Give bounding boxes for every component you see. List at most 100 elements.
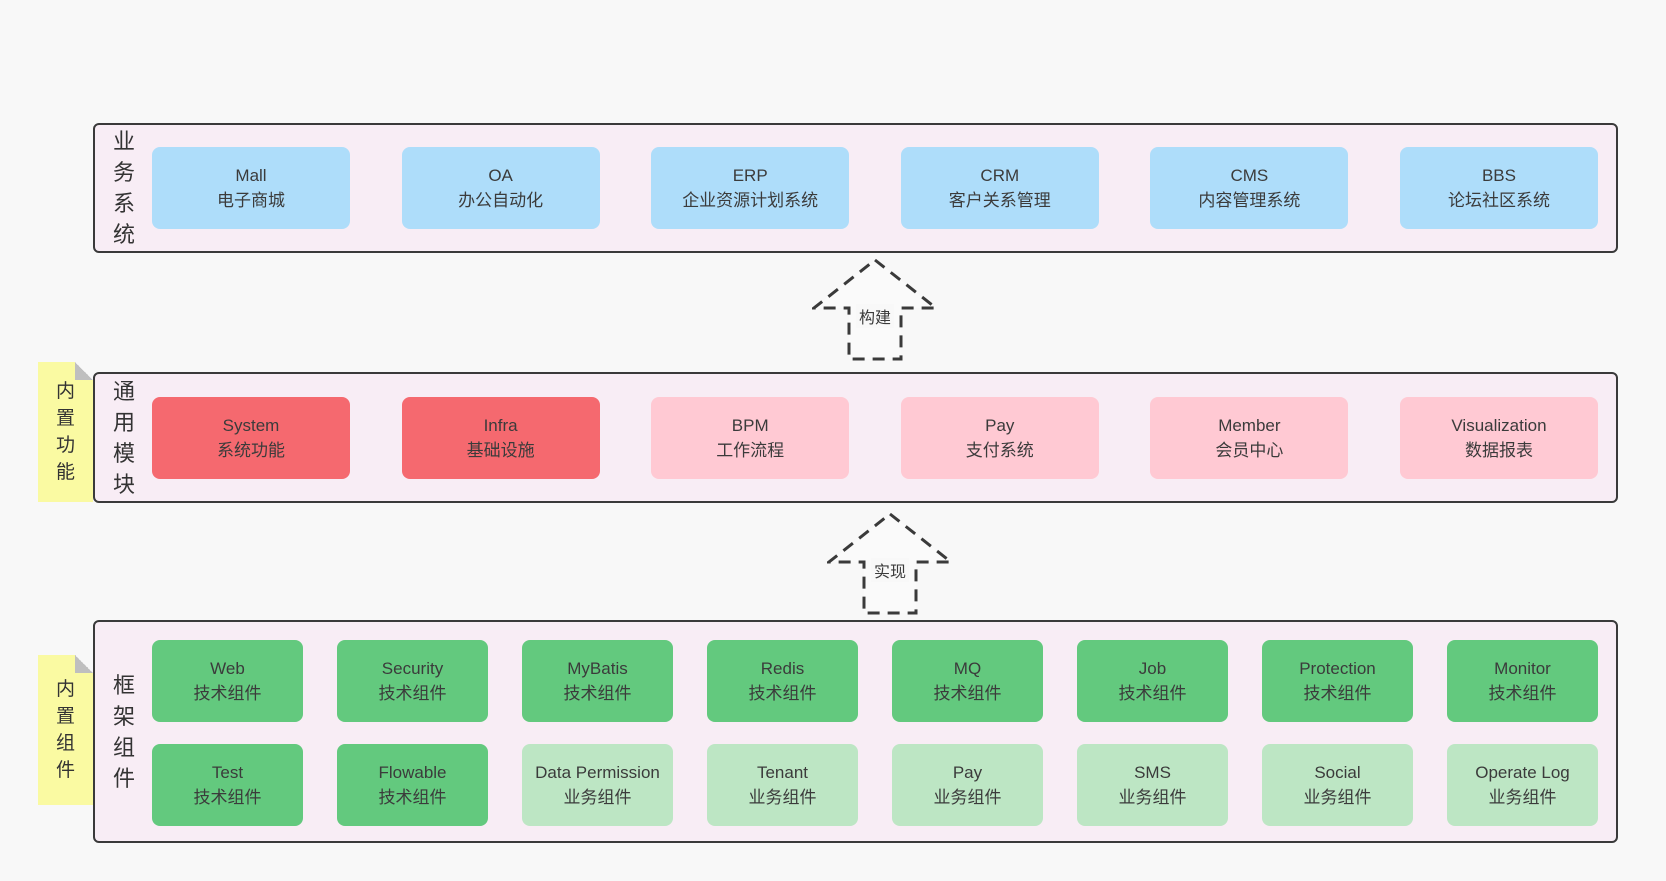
card-title: CRM	[980, 166, 1020, 185]
card-subtitle: 技术组件	[378, 684, 447, 703]
card-title: Test	[211, 763, 244, 782]
card-visualization: Visualization 数据报表	[1399, 396, 1598, 479]
card-title: Monitor	[1494, 659, 1551, 678]
card-title: Mall	[235, 166, 267, 185]
component-cards-grid: Web 技术组件 Security 技术组件 MyBatis 技术组件 Redi…	[152, 640, 1598, 826]
card-subtitle: 系统功能	[217, 440, 285, 460]
card-member: Member 会员中心	[1150, 396, 1349, 479]
component-cards-row-2: Test 技术组件 Flowable 技术组件 Data Permission …	[152, 744, 1598, 826]
business-cards-row: Mall 电子商城 OA 办公自动化 ERP 企业资源计划系统 CRM 客户关系…	[152, 147, 1598, 229]
card-subtitle: 业务组件	[748, 788, 817, 807]
card-subtitle: 办公自动化	[458, 191, 544, 210]
card-subtitle: 企业资源计划系统	[682, 191, 819, 210]
card-subtitle: 工作流程	[716, 440, 785, 460]
module-cards-row: System 系统功能 Infra 基础设施 BPM 工作流程 Pay 支付系统…	[152, 396, 1598, 479]
builtin-functions-label: 内置功能	[55, 381, 75, 483]
card-title: Infra	[483, 415, 518, 435]
card-cms: CMS 内容管理系统	[1150, 147, 1349, 229]
card-subtitle: 技术组件	[193, 684, 262, 703]
card-tenant: Tenant 业务组件	[707, 744, 858, 826]
card-crm: CRM 客户关系管理	[900, 147, 1099, 229]
card-subtitle: 技术组件	[378, 788, 447, 807]
card-title: Member	[1218, 415, 1281, 435]
card-title: Data Permission	[535, 763, 660, 782]
card-title: Pay	[985, 415, 1015, 435]
card-title: Protection	[1299, 659, 1376, 678]
card-title: Flowable	[378, 763, 447, 782]
card-title: Job	[1138, 659, 1167, 678]
builtin-components-label: 内置组件	[55, 679, 75, 781]
card-subtitle: 电子商城	[217, 191, 285, 210]
card-mybatis: MyBatis 技术组件	[522, 640, 673, 722]
builtin-components-note: 内置组件	[38, 655, 93, 805]
card-redis: Redis 技术组件	[707, 640, 858, 722]
layer-label-business: 业务系统	[112, 129, 135, 247]
card-mall: Mall 电子商城	[152, 147, 350, 229]
card-title: Redis	[760, 659, 805, 678]
card-infra: Infra 基础设施	[401, 396, 600, 479]
card-title: Operate Log	[1475, 763, 1570, 782]
card-title: System	[222, 415, 280, 435]
card-subtitle: 数据报表	[1464, 440, 1533, 460]
business-systems-layer: 业务系统 Mall 电子商城 OA 办公自动化 ERP 企业资源计划系统 CRM…	[93, 123, 1618, 253]
card-subtitle: 业务组件	[1488, 788, 1557, 807]
card-subtitle: 论坛社区系统	[1447, 191, 1550, 210]
card-pay-component: Pay 业务组件	[892, 744, 1043, 826]
card-title: MQ	[953, 659, 982, 678]
card-subtitle: 技术组件	[1118, 684, 1187, 703]
card-flowable: Flowable 技术组件	[337, 744, 488, 826]
card-subtitle: 业务组件	[933, 788, 1002, 807]
card-title: ERP	[732, 166, 768, 185]
card-web: Web 技术组件	[152, 640, 303, 722]
card-subtitle: 内容管理系统	[1198, 191, 1301, 210]
card-subtitle: 客户关系管理	[948, 191, 1051, 210]
implement-arrow: 实现	[827, 512, 953, 616]
folded-corner-icon	[75, 362, 93, 380]
card-system: System 系统功能	[152, 396, 350, 479]
card-subtitle: 技术组件	[933, 684, 1002, 703]
build-arrow-label: 构建	[855, 304, 895, 328]
card-erp: ERP 企业资源计划系统	[651, 147, 850, 229]
card-security: Security 技术组件	[337, 640, 488, 722]
card-subtitle: 技术组件	[193, 788, 262, 807]
common-modules-layer: 通用模块 System 系统功能 Infra 基础设施 BPM 工作流程 Pay…	[93, 372, 1618, 503]
component-cards-row-1: Web 技术组件 Security 技术组件 MyBatis 技术组件 Redi…	[152, 640, 1598, 722]
card-title: OA	[488, 166, 513, 185]
card-bbs: BBS 论坛社区系统	[1399, 147, 1598, 229]
layer-label-components: 框架组件	[112, 672, 135, 791]
card-title: Pay	[952, 763, 983, 782]
card-subtitle: 基础设施	[466, 440, 535, 460]
card-title: Web	[210, 659, 245, 678]
card-subtitle: 支付系统	[965, 440, 1034, 460]
framework-components-layer: 框架组件 Web 技术组件 Security 技术组件 MyBatis 技术组件…	[93, 620, 1618, 843]
layer-label-modules: 通用模块	[112, 378, 135, 497]
card-job: Job 技术组件	[1077, 640, 1228, 722]
card-mq: MQ 技术组件	[892, 640, 1043, 722]
card-pay-module: Pay 支付系统	[900, 396, 1099, 479]
card-subtitle: 技术组件	[1303, 684, 1372, 703]
card-subtitle: 技术组件	[563, 684, 632, 703]
card-subtitle: 业务组件	[563, 788, 632, 807]
card-subtitle: 技术组件	[1488, 684, 1557, 703]
card-title: Security	[381, 659, 444, 678]
folded-corner-icon	[75, 655, 93, 673]
card-title: BBS	[1481, 166, 1516, 185]
implement-arrow-label: 实现	[870, 558, 910, 582]
card-title: CMS	[1230, 166, 1269, 185]
card-oa: OA 办公自动化	[401, 147, 600, 229]
card-subtitle: 技术组件	[748, 684, 817, 703]
card-subtitle: 业务组件	[1118, 788, 1187, 807]
card-protection: Protection 技术组件	[1262, 640, 1413, 722]
card-subtitle: 会员中心	[1215, 440, 1284, 460]
card-title: BPM	[731, 415, 769, 435]
card-social: Social 业务组件	[1262, 744, 1413, 826]
card-operate-log: Operate Log 业务组件	[1447, 744, 1598, 826]
card-test: Test 技术组件	[152, 744, 303, 826]
card-title: Tenant	[756, 763, 809, 782]
card-title: SMS	[1134, 763, 1171, 782]
card-bpm: BPM 工作流程	[651, 396, 850, 479]
card-title: Visualization	[1451, 415, 1547, 435]
card-monitor: Monitor 技术组件	[1447, 640, 1598, 722]
builtin-functions-note: 内置功能	[38, 362, 93, 502]
